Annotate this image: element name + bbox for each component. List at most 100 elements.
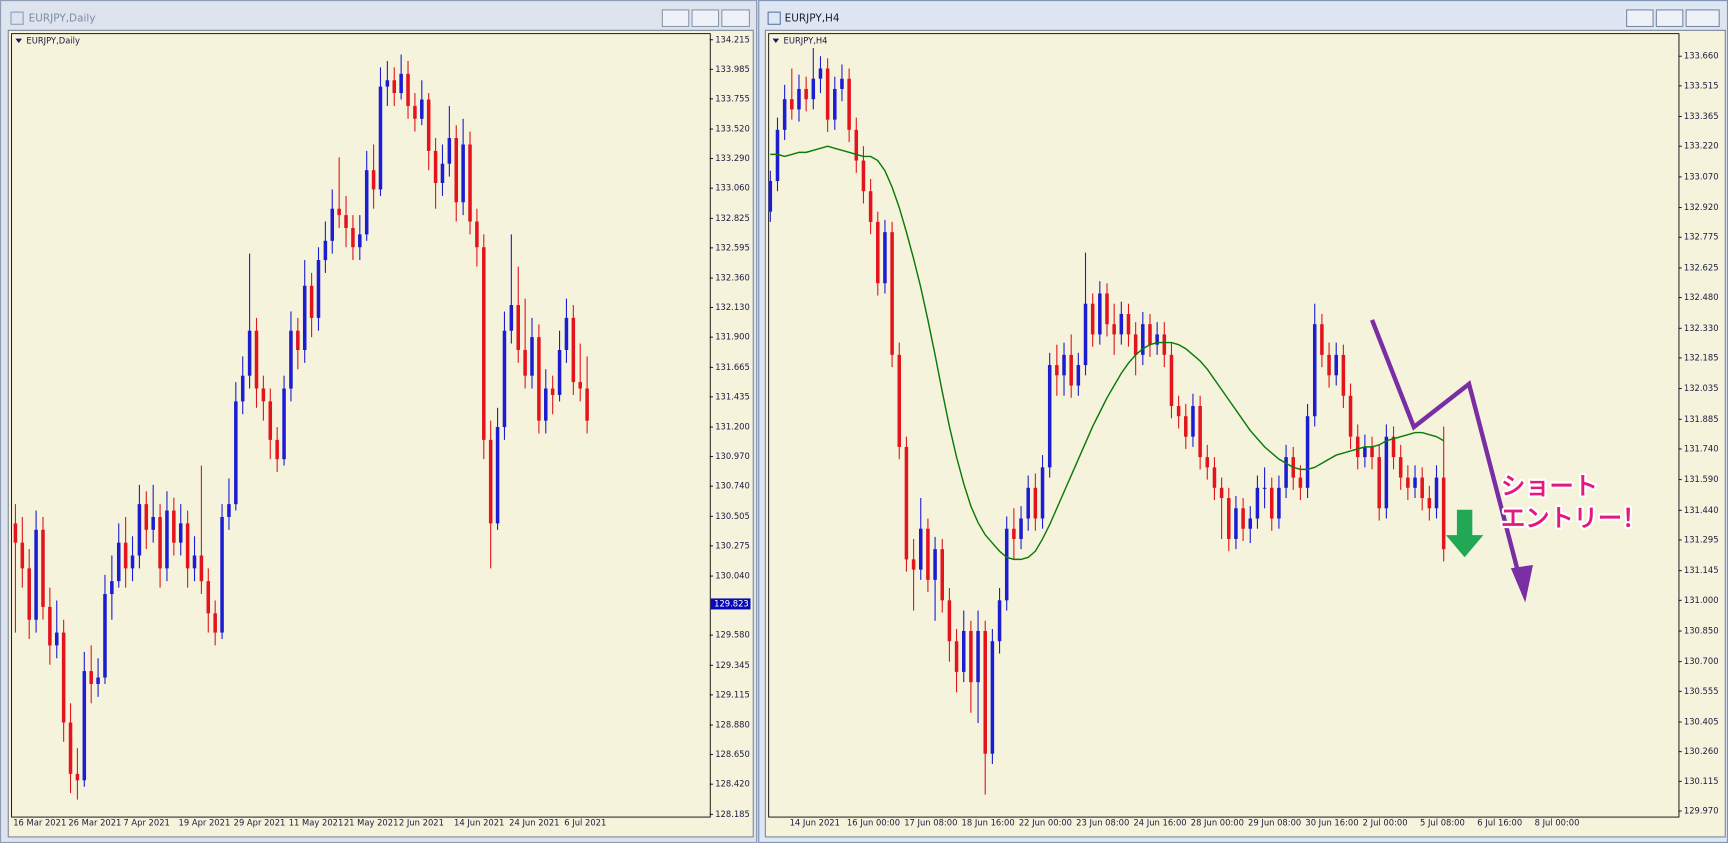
candle-body xyxy=(1312,324,1317,417)
x-tick-label: 2 Jun 2021 xyxy=(399,818,444,828)
candle-body xyxy=(116,542,121,582)
y-tick-label: 132.595 xyxy=(715,242,750,252)
close-button[interactable] xyxy=(1685,9,1720,28)
candle-body xyxy=(933,549,937,580)
candle-body xyxy=(1434,477,1439,509)
candle-body xyxy=(1033,487,1038,519)
candle-body xyxy=(420,99,424,119)
chart-label: EURJPY,Daily xyxy=(26,35,80,45)
candle-body xyxy=(997,600,1002,642)
plot-frame xyxy=(768,33,1680,818)
candle-body xyxy=(1219,487,1224,499)
candle-body xyxy=(158,516,162,569)
y-tick-label: 132.920 xyxy=(1684,202,1719,212)
candle-body xyxy=(1363,446,1367,458)
candle-body xyxy=(302,285,307,350)
candle-body xyxy=(48,606,52,646)
minimize-button[interactable] xyxy=(1626,9,1654,28)
y-tick-label: 130.505 xyxy=(715,511,750,521)
y-tick-label: 133.070 xyxy=(1684,171,1719,181)
y-tick-label: 130.740 xyxy=(715,481,750,491)
y-tick-label: 132.480 xyxy=(1684,292,1719,302)
candle-body xyxy=(268,401,273,440)
y-tick-label: 129.345 xyxy=(715,660,750,670)
candle-body xyxy=(1133,334,1138,355)
candle-body xyxy=(1370,446,1374,458)
candle-body xyxy=(351,227,355,248)
candle-body xyxy=(68,722,73,774)
candle-body xyxy=(1355,436,1360,458)
x-tick-label: 11 May 2021 xyxy=(289,818,344,828)
restore-button[interactable] xyxy=(691,9,720,28)
candle-body xyxy=(947,600,952,642)
candle-body xyxy=(371,170,376,190)
close-button[interactable] xyxy=(721,9,750,28)
candle-body xyxy=(804,88,808,100)
candle-body xyxy=(20,542,25,569)
candle-body xyxy=(1348,395,1353,437)
candle-body xyxy=(1406,477,1410,488)
candle-body xyxy=(172,510,176,543)
candle-body xyxy=(1341,354,1346,396)
candle-body xyxy=(550,388,555,395)
candle-body xyxy=(240,375,245,402)
annotation: エントリー！ xyxy=(1501,503,1646,532)
y-tick-label: 129.115 xyxy=(715,689,750,699)
y-tick-label: 131.145 xyxy=(1684,565,1719,575)
minimize-button[interactable] xyxy=(661,9,690,28)
candle-body xyxy=(516,305,520,350)
candle-body xyxy=(1284,457,1288,488)
candle-body xyxy=(976,630,980,683)
candle-body xyxy=(1305,416,1310,488)
candle-body xyxy=(296,330,300,350)
candle-body xyxy=(509,305,514,331)
candle-body xyxy=(165,510,169,569)
candle-body xyxy=(234,401,238,505)
candle-body xyxy=(1126,313,1131,335)
candle-body xyxy=(323,240,328,261)
candle-body xyxy=(103,594,107,678)
candle-body xyxy=(1248,518,1253,529)
candle-body xyxy=(861,160,866,192)
candle-body xyxy=(1026,487,1030,519)
window-icon xyxy=(767,11,781,25)
y-tick-label: 131.590 xyxy=(1684,474,1719,484)
moving-average xyxy=(770,145,1445,561)
y-tick-label: 131.665 xyxy=(715,362,750,372)
candle-body xyxy=(82,671,87,781)
candle-body xyxy=(61,632,66,723)
candle-body xyxy=(1334,354,1338,376)
y-tick-label: 133.060 xyxy=(715,183,750,193)
candle-body xyxy=(358,234,362,248)
candle-body xyxy=(344,215,348,228)
candle-body xyxy=(151,516,155,530)
x-tick-label: 29 Apr 2021 xyxy=(234,818,286,828)
candle-body xyxy=(883,232,887,284)
y-tick-label: 130.260 xyxy=(1684,746,1719,756)
candle-body xyxy=(790,99,794,110)
candle-body xyxy=(797,88,801,110)
candle-body xyxy=(75,773,80,781)
candle-body xyxy=(385,80,390,87)
y-tick-label: 133.660 xyxy=(1684,51,1719,61)
y-tick-label: 131.740 xyxy=(1684,443,1719,453)
x-tick-label: 2 Jul 00:00 xyxy=(1363,818,1408,828)
candle-body xyxy=(911,559,916,570)
candle-body xyxy=(961,630,966,672)
x-tick-label: 14 Jun 2021 xyxy=(790,818,840,828)
candle-body xyxy=(1441,477,1446,550)
candle-body xyxy=(983,630,987,754)
x-tick-label: 21 May 2021 xyxy=(344,818,399,828)
y-tick-label: 128.185 xyxy=(715,809,750,819)
candle-body xyxy=(1191,405,1195,437)
restore-button[interactable] xyxy=(1655,9,1684,28)
y-tick-label: 130.275 xyxy=(715,540,750,550)
x-tick-label: 16 Mar 2021 xyxy=(13,818,66,828)
candle-body xyxy=(1176,405,1181,417)
candle-body xyxy=(1169,354,1174,406)
candle-body xyxy=(378,86,383,190)
candle-body xyxy=(847,78,851,130)
candle-body xyxy=(406,73,410,106)
candle-body xyxy=(275,439,279,460)
candle-body xyxy=(825,68,830,120)
